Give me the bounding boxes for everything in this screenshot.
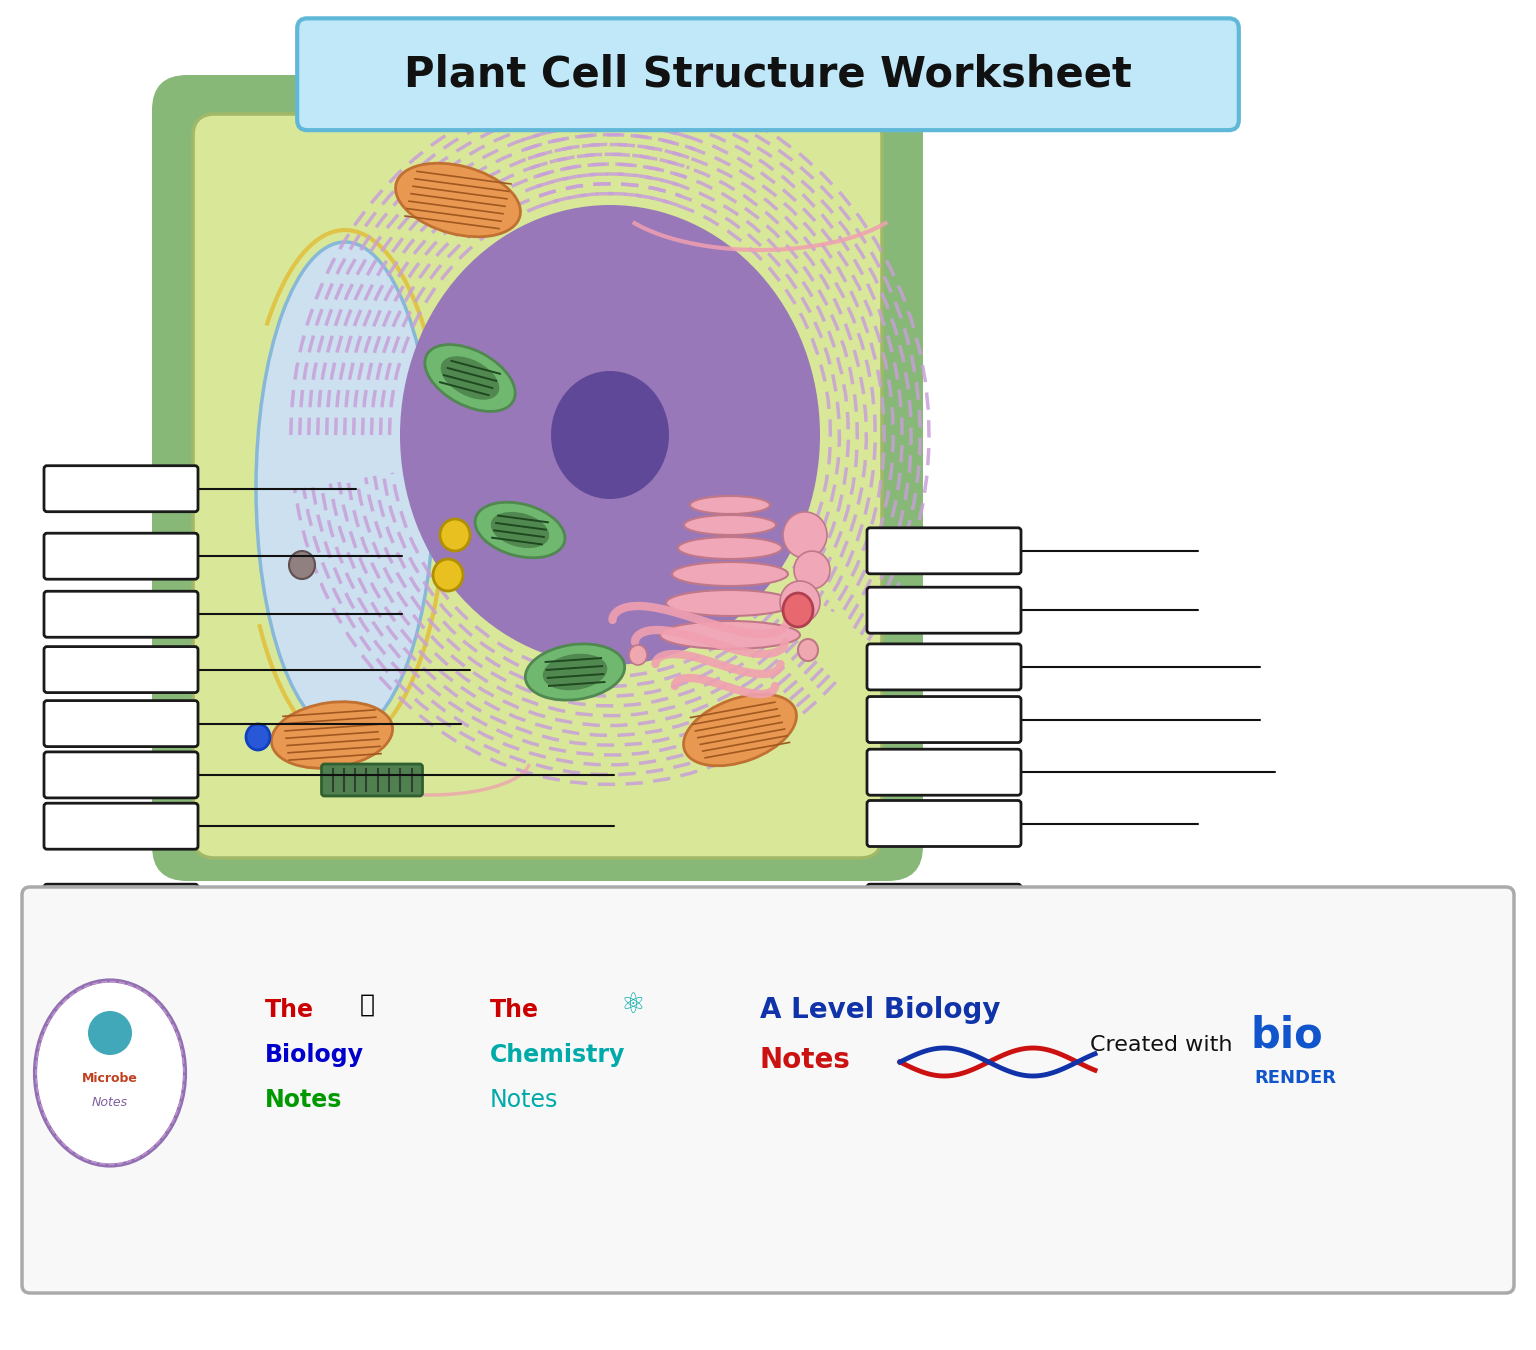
Ellipse shape	[677, 537, 782, 559]
FancyBboxPatch shape	[866, 1037, 1021, 1083]
Ellipse shape	[783, 593, 813, 626]
FancyBboxPatch shape	[45, 533, 198, 579]
FancyBboxPatch shape	[45, 983, 198, 1029]
FancyBboxPatch shape	[45, 647, 198, 693]
FancyBboxPatch shape	[22, 887, 1514, 1293]
Text: Notes: Notes	[760, 1046, 851, 1075]
Ellipse shape	[783, 512, 826, 558]
FancyBboxPatch shape	[45, 701, 198, 747]
Text: Notes: Notes	[92, 1096, 127, 1110]
Ellipse shape	[272, 702, 393, 768]
FancyBboxPatch shape	[866, 697, 1021, 743]
Text: The: The	[266, 998, 313, 1022]
Text: Notes: Notes	[490, 1088, 559, 1112]
Text: Notes: Notes	[266, 1088, 343, 1112]
Ellipse shape	[475, 502, 565, 558]
Text: RENDER: RENDER	[1253, 1069, 1336, 1087]
Text: Chemistry: Chemistry	[490, 1044, 625, 1066]
Text: Created with: Created with	[1091, 1035, 1232, 1054]
Ellipse shape	[684, 694, 797, 765]
Ellipse shape	[551, 371, 670, 500]
FancyBboxPatch shape	[45, 936, 198, 981]
FancyBboxPatch shape	[152, 76, 923, 882]
Ellipse shape	[799, 639, 819, 662]
Ellipse shape	[794, 551, 829, 589]
Text: 🧬: 🧬	[359, 994, 375, 1017]
FancyBboxPatch shape	[321, 764, 422, 796]
FancyBboxPatch shape	[45, 803, 198, 849]
Ellipse shape	[396, 163, 521, 236]
Ellipse shape	[88, 1011, 132, 1054]
Ellipse shape	[433, 559, 462, 591]
Ellipse shape	[257, 242, 435, 734]
FancyBboxPatch shape	[866, 644, 1021, 690]
FancyBboxPatch shape	[866, 528, 1021, 574]
FancyBboxPatch shape	[45, 466, 198, 512]
Ellipse shape	[492, 512, 550, 548]
Ellipse shape	[425, 344, 515, 412]
Ellipse shape	[35, 980, 184, 1165]
FancyBboxPatch shape	[866, 936, 1021, 981]
Ellipse shape	[439, 518, 470, 551]
FancyBboxPatch shape	[866, 749, 1021, 795]
FancyBboxPatch shape	[866, 587, 1021, 633]
FancyBboxPatch shape	[866, 801, 1021, 846]
Ellipse shape	[399, 205, 820, 666]
FancyBboxPatch shape	[866, 983, 1021, 1029]
Ellipse shape	[441, 356, 499, 400]
Text: A Level Biology: A Level Biology	[760, 996, 1000, 1025]
Ellipse shape	[780, 580, 820, 622]
Ellipse shape	[690, 495, 770, 514]
Ellipse shape	[289, 551, 315, 579]
FancyBboxPatch shape	[866, 884, 1021, 930]
FancyBboxPatch shape	[45, 591, 198, 637]
Text: Biology: Biology	[266, 1044, 364, 1066]
Text: Plant Cell Structure Worksheet: Plant Cell Structure Worksheet	[404, 53, 1132, 96]
FancyBboxPatch shape	[45, 1037, 198, 1083]
FancyBboxPatch shape	[45, 752, 198, 798]
Ellipse shape	[542, 653, 607, 690]
Ellipse shape	[667, 590, 794, 616]
Ellipse shape	[246, 724, 270, 751]
Ellipse shape	[525, 644, 625, 701]
Ellipse shape	[673, 562, 788, 586]
Ellipse shape	[684, 514, 776, 535]
FancyBboxPatch shape	[45, 884, 198, 930]
Ellipse shape	[660, 621, 800, 649]
Text: Microbe: Microbe	[81, 1072, 138, 1084]
Text: ⚛: ⚛	[621, 991, 645, 1019]
Text: The: The	[490, 998, 539, 1022]
Ellipse shape	[630, 645, 647, 666]
FancyBboxPatch shape	[194, 113, 882, 859]
Text: bio: bio	[1250, 1014, 1322, 1056]
FancyBboxPatch shape	[296, 19, 1240, 130]
